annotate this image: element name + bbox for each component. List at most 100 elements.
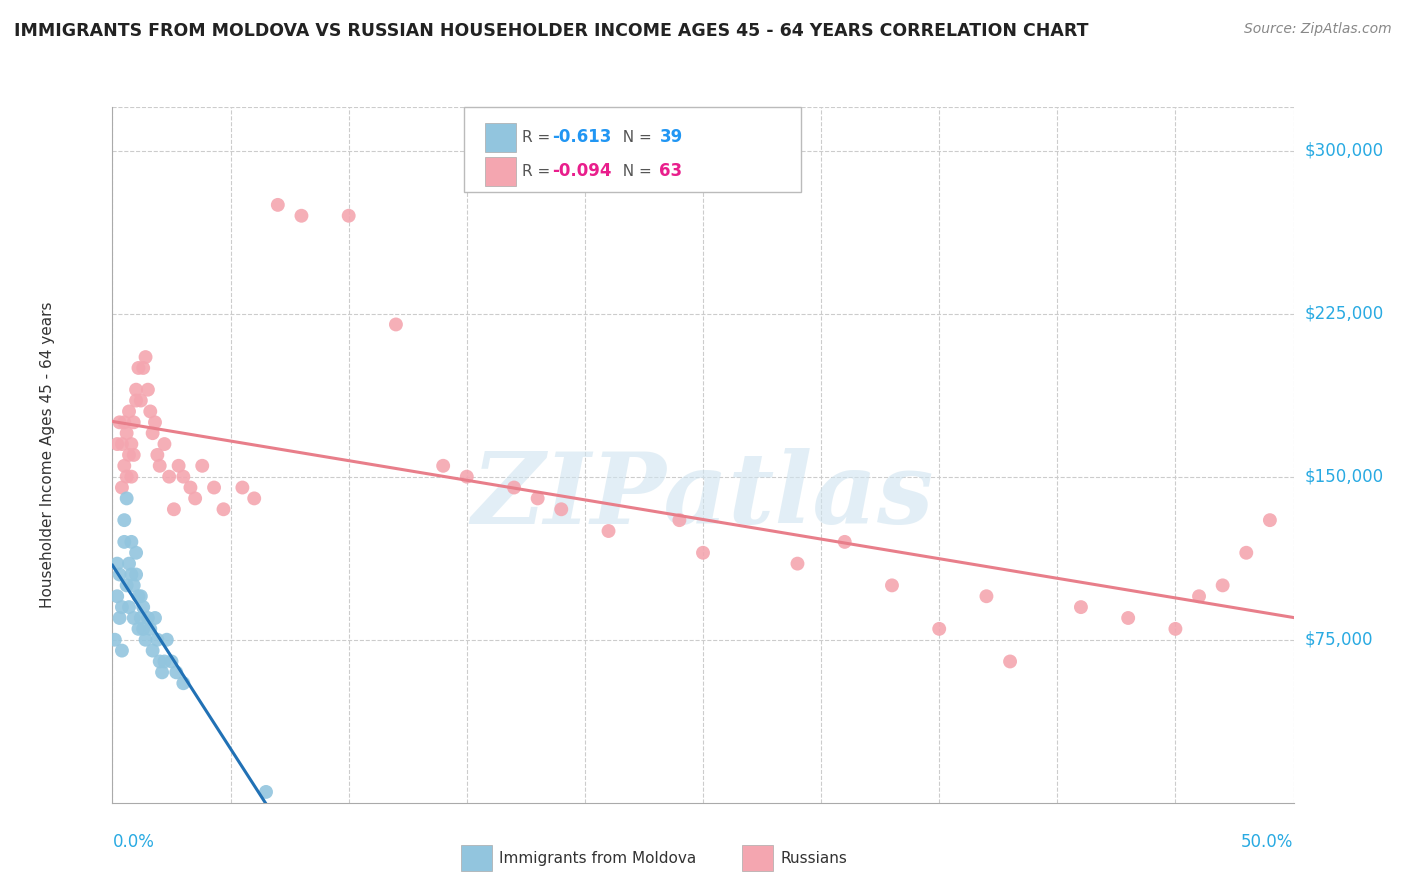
Point [550,502,572,516]
Point [153,437,176,451]
Text: -0.094: -0.094 [553,162,612,180]
Point [108,567,131,582]
Point [143,611,166,625]
Point [290,209,312,223]
Text: Source: ZipAtlas.com: Source: ZipAtlas.com [1244,22,1392,37]
Point [267,198,290,212]
Point [104,632,127,647]
Text: IMMIGRANTS FROM MOLDOVA VS RUSSIAN HOUSEHOLDER INCOME AGES 45 - 64 YEARS CORRELA: IMMIGRANTS FROM MOLDOVA VS RUSSIAN HOUSE… [14,22,1088,40]
Point [160,655,183,669]
Point [998,655,1021,669]
Point [153,655,176,669]
Text: 63: 63 [659,162,682,180]
Point [105,437,128,451]
Point [122,415,145,429]
Point [150,665,173,680]
Point [1116,611,1139,625]
Point [111,437,134,451]
Point [432,458,454,473]
Point [139,404,162,418]
Point [112,415,135,429]
Text: 39: 39 [659,128,683,146]
Point [105,589,128,603]
Point [156,632,179,647]
Point [928,622,950,636]
Point [105,557,128,571]
Point [976,589,998,603]
Point [122,611,145,625]
Point [385,318,408,332]
Point [172,469,194,483]
Point [112,513,135,527]
Text: $300,000: $300,000 [1305,142,1384,160]
Point [115,491,138,506]
Point [111,600,134,615]
Point [163,502,186,516]
Point [118,404,141,418]
Point [142,426,165,441]
Point [1188,589,1211,603]
Point [254,785,277,799]
Point [127,622,149,636]
Point [167,458,190,473]
Point [880,578,903,592]
Text: -0.613: -0.613 [553,128,612,146]
Point [142,643,165,657]
Point [129,393,152,408]
Point [129,589,152,603]
Point [118,600,141,615]
Point [191,458,214,473]
Point [456,469,478,483]
Point [111,643,134,657]
Point [143,415,166,429]
Point [231,481,253,495]
Point [503,481,526,495]
Point [127,589,149,603]
Point [112,535,135,549]
Text: $225,000: $225,000 [1305,304,1384,323]
Point [149,655,172,669]
Point [1070,600,1092,615]
Point [668,513,690,527]
Point [108,611,131,625]
Point [125,567,148,582]
Point [120,437,142,451]
Point [212,502,235,516]
Point [132,361,155,376]
Point [1212,578,1234,592]
Point [108,415,131,429]
Point [179,481,201,495]
Text: Householder Income Ages 45 - 64 years: Householder Income Ages 45 - 64 years [39,301,55,608]
Point [125,383,148,397]
Point [157,469,180,483]
Point [115,426,138,441]
Point [243,491,266,506]
Point [165,665,187,680]
Point [834,535,856,549]
Point [120,469,142,483]
Point [115,469,138,483]
Point [202,481,225,495]
Point [125,393,148,408]
Point [139,622,162,636]
Point [111,481,134,495]
Text: 50.0%: 50.0% [1241,833,1294,851]
Point [184,491,207,506]
Point [135,350,157,364]
Point [132,600,155,615]
Point [136,611,159,625]
Point [112,458,135,473]
Text: N =: N = [613,130,657,145]
Point [146,632,169,647]
Point [1258,513,1281,527]
Point [122,448,145,462]
Point [526,491,548,506]
Text: R =: R = [522,164,555,178]
Point [122,578,145,592]
Point [136,383,159,397]
Text: N =: N = [613,164,657,178]
Text: $150,000: $150,000 [1305,467,1384,485]
Point [172,676,194,690]
Text: R =: R = [522,130,555,145]
Point [1164,622,1187,636]
